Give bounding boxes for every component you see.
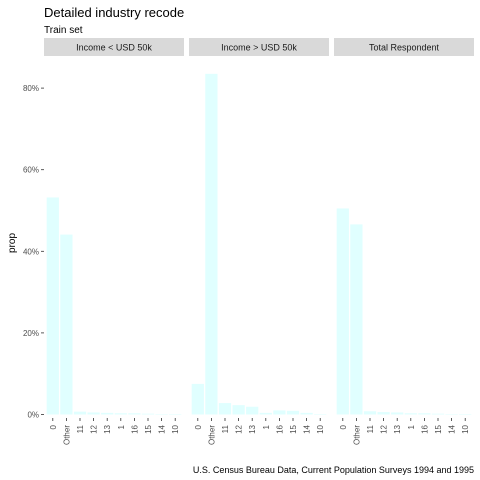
x-tick-label: 13 bbox=[248, 424, 257, 433]
bar bbox=[246, 406, 259, 415]
x-tick-label: 11 bbox=[366, 424, 375, 433]
x-tick-label: 10 bbox=[461, 424, 470, 433]
chart-subtitle: Train set bbox=[44, 25, 83, 36]
bar bbox=[404, 413, 417, 415]
facet-strip-label: Income > USD 50k bbox=[221, 43, 297, 53]
y-tick-label: 60% bbox=[23, 166, 39, 175]
bar bbox=[391, 412, 404, 415]
bar bbox=[46, 197, 59, 415]
x-tick-label: 1 bbox=[407, 424, 416, 429]
bar bbox=[141, 413, 155, 415]
bar bbox=[169, 414, 182, 415]
x-tick-label: 13 bbox=[103, 424, 112, 433]
bar bbox=[273, 410, 286, 415]
bar bbox=[114, 413, 127, 415]
bars bbox=[46, 73, 472, 415]
bar bbox=[232, 405, 245, 415]
bar bbox=[336, 208, 349, 415]
x-tick-label: 15 bbox=[434, 424, 443, 433]
x-axis: 0 Other 11 12 13 1 16 15 14 10 0 Other 11 12 13 1 16 15 14… bbox=[49, 418, 470, 445]
bar bbox=[377, 412, 390, 415]
x-tick-label: 13 bbox=[393, 424, 402, 433]
x-tick-label: 16 bbox=[420, 424, 429, 433]
x-tick-label: 0 bbox=[49, 424, 58, 429]
x-tick-label: 12 bbox=[235, 424, 244, 433]
bar bbox=[259, 412, 272, 415]
bar bbox=[60, 234, 73, 415]
chart-title: Detailed industry recode bbox=[44, 5, 184, 20]
bar bbox=[128, 413, 141, 415]
x-tick-label: 15 bbox=[289, 424, 298, 433]
y-tick-label: 0% bbox=[27, 411, 39, 420]
x-tick-label: Other bbox=[62, 425, 71, 445]
bar bbox=[363, 411, 377, 415]
facet-strip-label: Income < USD 50k bbox=[76, 43, 152, 53]
facet-strip bbox=[334, 38, 474, 56]
x-tick-label: 11 bbox=[76, 424, 85, 433]
bar bbox=[431, 413, 445, 415]
facet-strip-label: Total Respondent bbox=[369, 43, 440, 53]
y-axis-title: prop bbox=[7, 233, 18, 253]
x-tick-label: 16 bbox=[130, 424, 139, 433]
bar bbox=[101, 412, 114, 415]
bar bbox=[350, 224, 363, 415]
x-tick-label: 0 bbox=[339, 424, 348, 429]
x-tick-label: 15 bbox=[144, 424, 153, 433]
x-tick-label: 14 bbox=[303, 424, 312, 433]
x-tick-label: 14 bbox=[448, 424, 457, 433]
bar bbox=[87, 412, 100, 415]
bar bbox=[314, 414, 327, 415]
x-tick-label: 14 bbox=[158, 424, 167, 433]
x-tick-label: Other bbox=[207, 425, 216, 445]
y-tick-label: 80% bbox=[23, 84, 39, 93]
x-tick-label: 0 bbox=[194, 424, 203, 429]
bar bbox=[459, 414, 472, 415]
bar bbox=[73, 411, 87, 415]
y-tick-label: 40% bbox=[23, 247, 39, 256]
x-tick-label: 16 bbox=[275, 424, 284, 433]
y-tick-label: 20% bbox=[23, 329, 39, 338]
x-tick-label: 10 bbox=[316, 424, 325, 433]
chart-caption: U.S. Census Bureau Data, Current Populat… bbox=[193, 465, 474, 475]
facet-strip bbox=[189, 38, 329, 56]
x-tick-label: 1 bbox=[117, 424, 126, 429]
bar bbox=[418, 413, 431, 415]
y-axis: 0% 20% 40% 60% 80% bbox=[23, 84, 44, 420]
bar bbox=[286, 410, 300, 415]
x-tick-label: Other bbox=[352, 425, 361, 445]
x-tick-label: 1 bbox=[262, 424, 271, 429]
bar bbox=[300, 412, 313, 415]
x-tick-label: 12 bbox=[90, 424, 99, 433]
bar bbox=[445, 414, 458, 415]
x-tick-label: 12 bbox=[380, 424, 389, 433]
bar bbox=[205, 73, 218, 415]
facet-strip bbox=[44, 38, 184, 56]
facet-strips: Income < USD 50k Income > USD 50k Total Re… bbox=[44, 38, 474, 56]
x-tick-label: 11 bbox=[221, 424, 230, 433]
bar bbox=[218, 403, 232, 415]
x-tick-label: 10 bbox=[171, 424, 180, 433]
bar bbox=[191, 383, 204, 415]
bar bbox=[155, 414, 168, 415]
